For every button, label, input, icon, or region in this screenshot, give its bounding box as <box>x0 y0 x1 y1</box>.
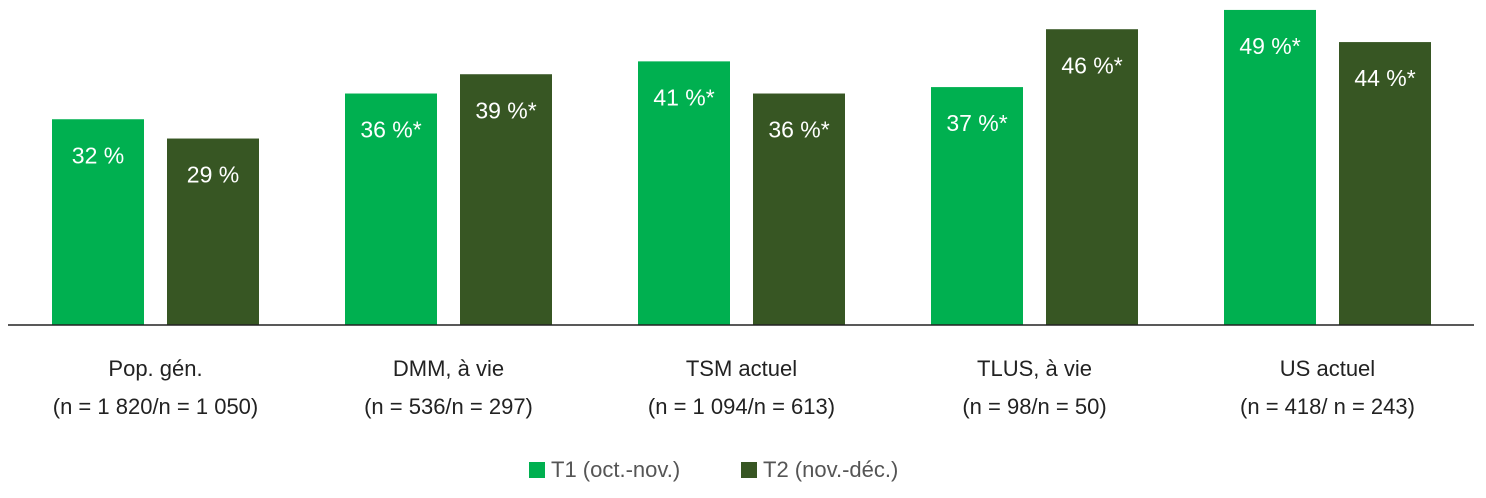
x-tick-note: (n = 536/n = 297) <box>364 394 533 419</box>
x-tick-label: TSM actuel <box>686 356 797 381</box>
x-tick-label: DMM, à vie <box>393 356 504 381</box>
value-label: 41 %* <box>653 84 714 110</box>
x-tick-note: (n = 1 094/n = 613) <box>648 394 835 419</box>
value-label: 44 %* <box>1354 65 1415 91</box>
value-label: 39 %* <box>475 97 536 123</box>
x-tick-label: US actuel <box>1280 356 1375 381</box>
value-label: 36 %* <box>360 117 421 143</box>
bar <box>167 138 259 325</box>
value-label: 49 %* <box>1239 33 1300 59</box>
bar <box>931 87 1023 325</box>
bar <box>52 119 144 326</box>
bar <box>1046 29 1138 325</box>
x-tick-label: TLUS, à vie <box>977 356 1092 381</box>
bar <box>460 74 552 325</box>
x-tick-note: (n = 418/ n = 243) <box>1240 394 1415 419</box>
bar <box>1224 9 1316 326</box>
legend-swatch <box>741 462 757 478</box>
legend-label: T2 (nov.-déc.) <box>763 457 898 482</box>
value-label: 32 % <box>72 142 124 168</box>
legend-label: T1 (oct.-nov.) <box>551 457 680 482</box>
x-tick-label: Pop. gén. <box>108 356 202 381</box>
x-tick-note: (n = 98/n = 50) <box>962 394 1106 419</box>
legend-swatch <box>529 462 545 478</box>
value-label: 37 %* <box>946 110 1007 136</box>
bar <box>753 93 845 326</box>
x-tick-note: (n = 1 820/n = 1 050) <box>53 394 259 419</box>
value-label: 46 %* <box>1061 52 1122 78</box>
value-label: 29 % <box>187 162 239 188</box>
bar <box>345 93 437 326</box>
bar <box>638 61 730 326</box>
value-label: 36 %* <box>768 117 829 143</box>
bar <box>1339 42 1431 326</box>
